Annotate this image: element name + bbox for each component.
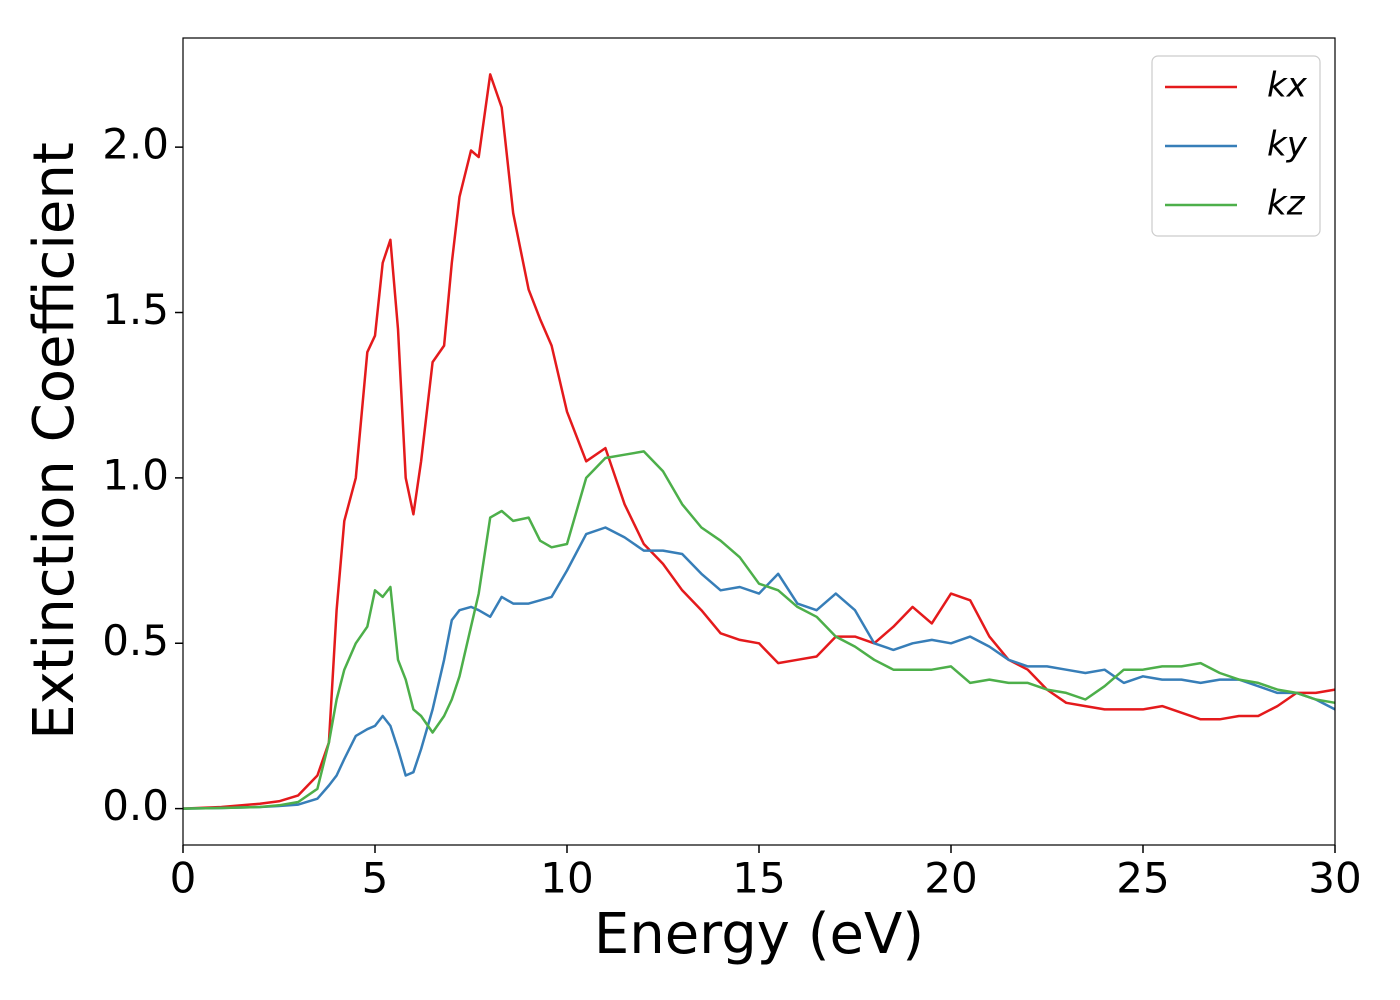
- legend-label: kx: [1267, 66, 1308, 106]
- x-tick-label: 15: [732, 854, 785, 903]
- x-tick-label: 30: [1308, 854, 1361, 903]
- line-series: [182, 73, 1336, 810]
- x-tick-label: 20: [924, 854, 977, 903]
- x-tick-label: 5: [362, 854, 389, 903]
- y-axis-label: Extinction Coefficient: [22, 142, 87, 740]
- x-tick-label: 25: [1116, 854, 1169, 903]
- y-tick-label: 0.0: [102, 781, 169, 830]
- x-tick-label: 0: [170, 854, 197, 903]
- y-tick-label: 0.5: [102, 616, 169, 665]
- y-tick-label: 1.0: [102, 450, 169, 499]
- line-series: [182, 526, 1336, 810]
- x-tick-label: 10: [540, 854, 593, 903]
- y-tick-label: 2.0: [102, 120, 169, 169]
- legend-label: kz: [1267, 184, 1306, 224]
- y-tick-label: 1.5: [102, 285, 169, 334]
- legend-label: ky: [1267, 125, 1308, 165]
- plot-frame: [182, 37, 1336, 846]
- x-axis-label: Energy (eV): [594, 902, 924, 967]
- line-series: [182, 450, 1336, 810]
